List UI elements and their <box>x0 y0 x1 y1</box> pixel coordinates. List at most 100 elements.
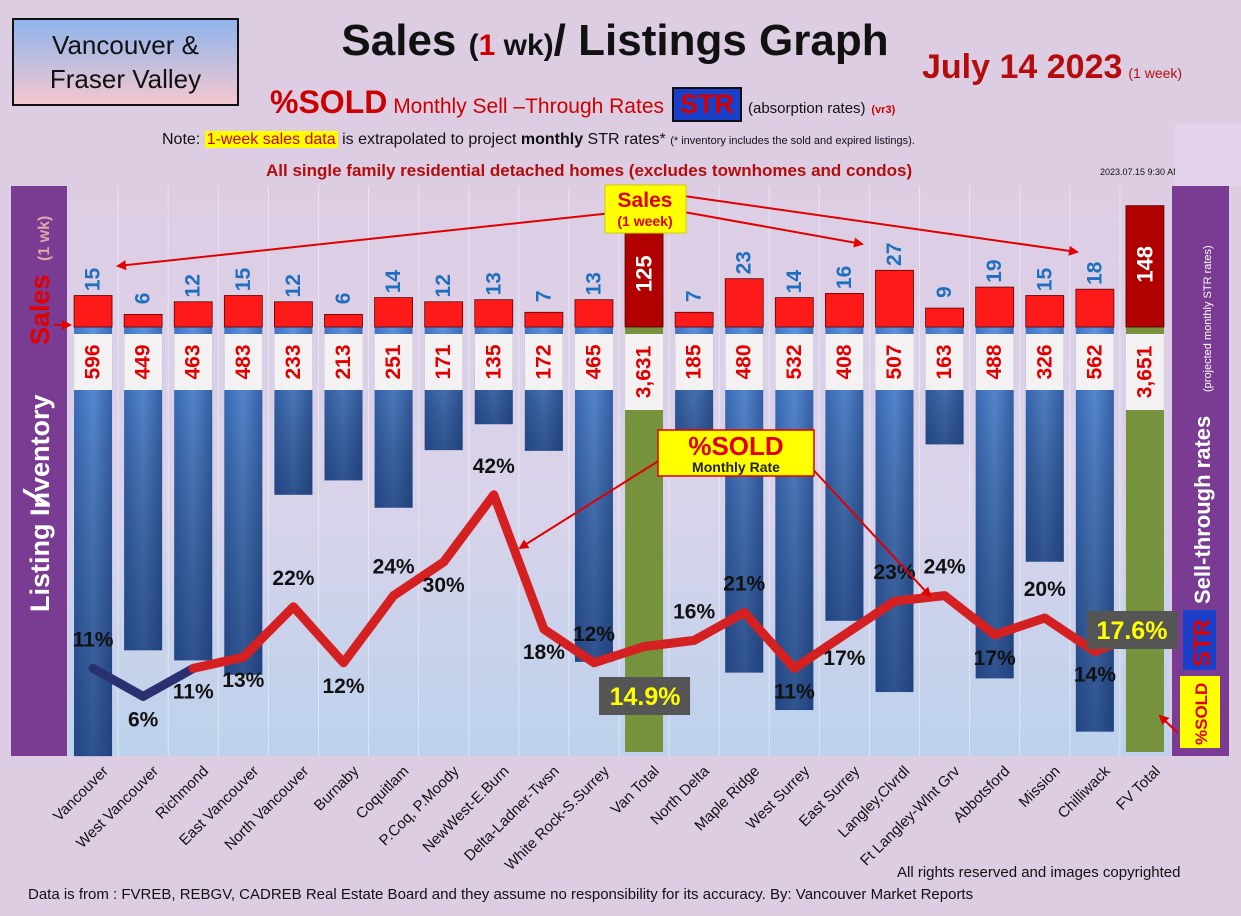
inventory-label-box <box>74 334 113 390</box>
category-label: FV Total <box>1113 763 1164 814</box>
inventory-value-label: 480 <box>733 344 756 379</box>
sold-rate-label: 42% <box>473 455 515 478</box>
sold-callout-sub: Monthly Rate <box>692 459 780 475</box>
sold-rate-label: 13% <box>222 669 264 692</box>
inventory-label-box <box>1075 334 1114 390</box>
subtitle-sold: %SOLD <box>270 84 388 120</box>
sold-rate-label: 23% <box>873 561 915 584</box>
sold-rate-label: 22% <box>272 567 314 590</box>
sold-rate-label: 12% <box>322 675 364 698</box>
timestamp: 2023.07.15 9:30 AM m7s <box>1100 167 1201 177</box>
inventory-label-box <box>574 334 613 390</box>
sales-value-label: 125 <box>632 255 657 292</box>
inventory-value-label: 465 <box>582 344 605 379</box>
title-one: 1 <box>478 29 496 62</box>
right-panel-cap <box>1175 123 1241 186</box>
inventory-value-label: 408 <box>833 344 856 379</box>
sales-value-label: 13 <box>482 272 505 295</box>
inventory-label-box <box>224 334 263 390</box>
inventory-value-label: 532 <box>783 344 806 379</box>
sales-value-label: 13 <box>582 272 605 295</box>
date-text: July 14 2023 <box>922 48 1123 86</box>
date-note: (1 week) <box>1128 65 1183 81</box>
fv-total-rate-label: 17.6% <box>1097 617 1168 645</box>
sales-value-label: 12 <box>432 274 455 297</box>
inventory-value-label: 488 <box>983 344 1006 379</box>
inventory-value-label: 163 <box>933 344 956 379</box>
van-total-rate-badge <box>599 677 691 715</box>
note-bold: monthly <box>520 131 584 148</box>
right-axis-sold-badge <box>1180 676 1220 748</box>
inventory-value-label: 562 <box>1083 344 1106 379</box>
category-label: Mission <box>1016 763 1064 811</box>
sales-bar <box>925 307 964 328</box>
sales-value-label: 7 <box>532 290 555 302</box>
inventory-value-label: 251 <box>382 344 405 379</box>
sold-rate-label: 17% <box>823 647 865 670</box>
note-line: Note: 1-week sales data is extrapolated … <box>162 131 915 149</box>
sold-rate-label: 11% <box>73 628 114 651</box>
inventory-value-label: 213 <box>332 344 355 379</box>
sales-value-label: 7 <box>683 290 706 302</box>
left-axis-panel <box>11 186 67 756</box>
inventory-label-box <box>825 334 864 390</box>
sales-bar <box>1025 295 1065 328</box>
inventory-value-label: 596 <box>82 344 105 379</box>
fv-total-rate-badge <box>1087 611 1178 649</box>
sales-bar <box>324 313 363 328</box>
sales-bar <box>1075 288 1115 328</box>
sales-value-label: 23 <box>733 251 756 274</box>
sold-rate-label: 12% <box>573 623 615 646</box>
copyright-note: All rights reserved and images copyright… <box>897 864 1181 881</box>
sold-rate-label: 16% <box>673 600 715 623</box>
inventory-label-box <box>424 334 463 390</box>
title-left: Sales <box>341 16 469 65</box>
sales-value-label: 12 <box>282 274 305 297</box>
sold-line-start <box>88 663 198 701</box>
category-label: North Vancouver <box>221 763 312 854</box>
inventory-label-box <box>725 334 764 390</box>
inventory-label-box <box>675 334 714 390</box>
inventory-value-label: 326 <box>1033 344 1056 379</box>
inventory-value-label: 3,631 <box>633 345 656 398</box>
sales-bar <box>975 286 1015 328</box>
category-label: Burnaby <box>311 762 363 814</box>
sales-bar <box>574 299 614 328</box>
sold-rate-label: 14% <box>1074 664 1116 687</box>
inventory-value-label: 483 <box>232 344 255 379</box>
sales-value-label: 6 <box>332 293 355 305</box>
inventory-bar-shade <box>1075 327 1114 732</box>
inventory-label-box <box>925 334 964 390</box>
inventory-label-box <box>625 334 664 410</box>
category-label: Delta-Ladner-Twsn <box>461 763 563 865</box>
note-highlight: 1-week sales data <box>204 131 338 148</box>
sold-rate-label: 21% <box>723 572 765 595</box>
sold-callout-title: %SOLD <box>688 431 783 461</box>
region-label: Vancouver & Fraser Valley <box>49 30 202 94</box>
sold-rate-label: 20% <box>1024 578 1066 601</box>
right-axis-title: Sell-through rates <box>1190 416 1215 604</box>
right-axis-subtitle: (projected monthly STR rates) <box>1202 245 1214 392</box>
inventory-bar-shade <box>775 327 814 711</box>
right-axis-sold: %SOLD <box>1192 683 1211 745</box>
right-axis-str-badge <box>1183 610 1216 670</box>
left-axis-sales-title: Sales <box>25 274 55 345</box>
inventory-bar-shade <box>74 327 113 757</box>
sales-arrow-far <box>683 195 1079 256</box>
sales-value-label: 14 <box>783 270 806 294</box>
sales-value-label: 148 <box>1132 246 1157 283</box>
inventory-label-box <box>775 334 814 390</box>
sales-bar <box>624 224 664 328</box>
chart-subtitle: %SOLD Monthly Sell –Through Rates STR (abs… <box>270 84 895 122</box>
sales-bar <box>1125 205 1165 328</box>
inventory-value-label: 507 <box>883 344 906 379</box>
inventory-value-label: 172 <box>532 344 555 379</box>
inventory-label-box <box>975 334 1014 390</box>
subtitle-version: (vr3) <box>871 104 896 116</box>
sales-bar <box>724 278 764 328</box>
sales-value-label: 19 <box>983 259 1006 282</box>
sales-bar <box>524 311 564 328</box>
inventory-value-label: 233 <box>282 344 305 379</box>
str-badge: STR <box>672 87 742 122</box>
